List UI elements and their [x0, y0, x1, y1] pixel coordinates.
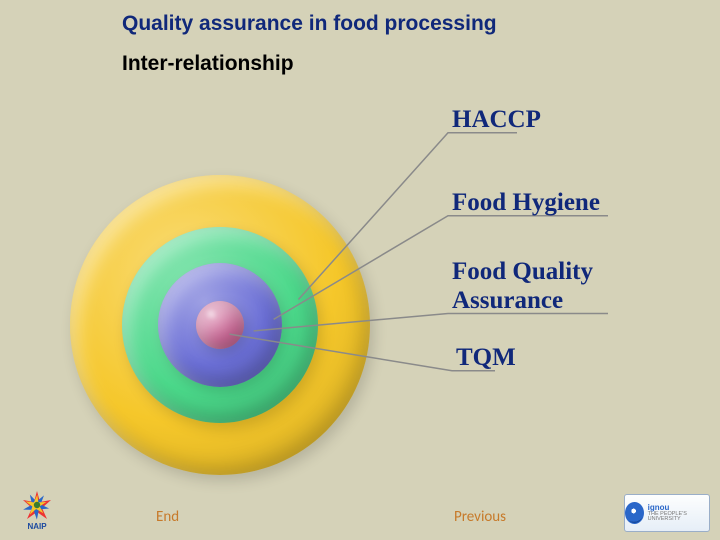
- naip-caption: NAIP: [27, 522, 47, 530]
- label-fqa: Food Quality Assurance: [452, 258, 593, 316]
- label-tqm: TQM: [456, 344, 516, 373]
- slide-title: Quality assurance in food processing: [122, 12, 497, 36]
- naip-logo: NAIP: [14, 488, 60, 530]
- label-haccp: HACCP: [452, 106, 541, 135]
- ignou-roundel-icon: [625, 502, 644, 524]
- nav-end-link[interactable]: End: [156, 508, 179, 526]
- slide-subtitle: Inter-relationship: [122, 52, 294, 76]
- ring-inner: [196, 301, 244, 349]
- nav-previous-link[interactable]: Previous: [454, 508, 506, 526]
- label-food_hygiene: Food Hygiene: [452, 189, 600, 218]
- ignou-tagline: THE PEOPLE'S UNIVERSITY: [648, 512, 709, 523]
- ignou-logo: ignou THE PEOPLE'S UNIVERSITY: [624, 494, 710, 532]
